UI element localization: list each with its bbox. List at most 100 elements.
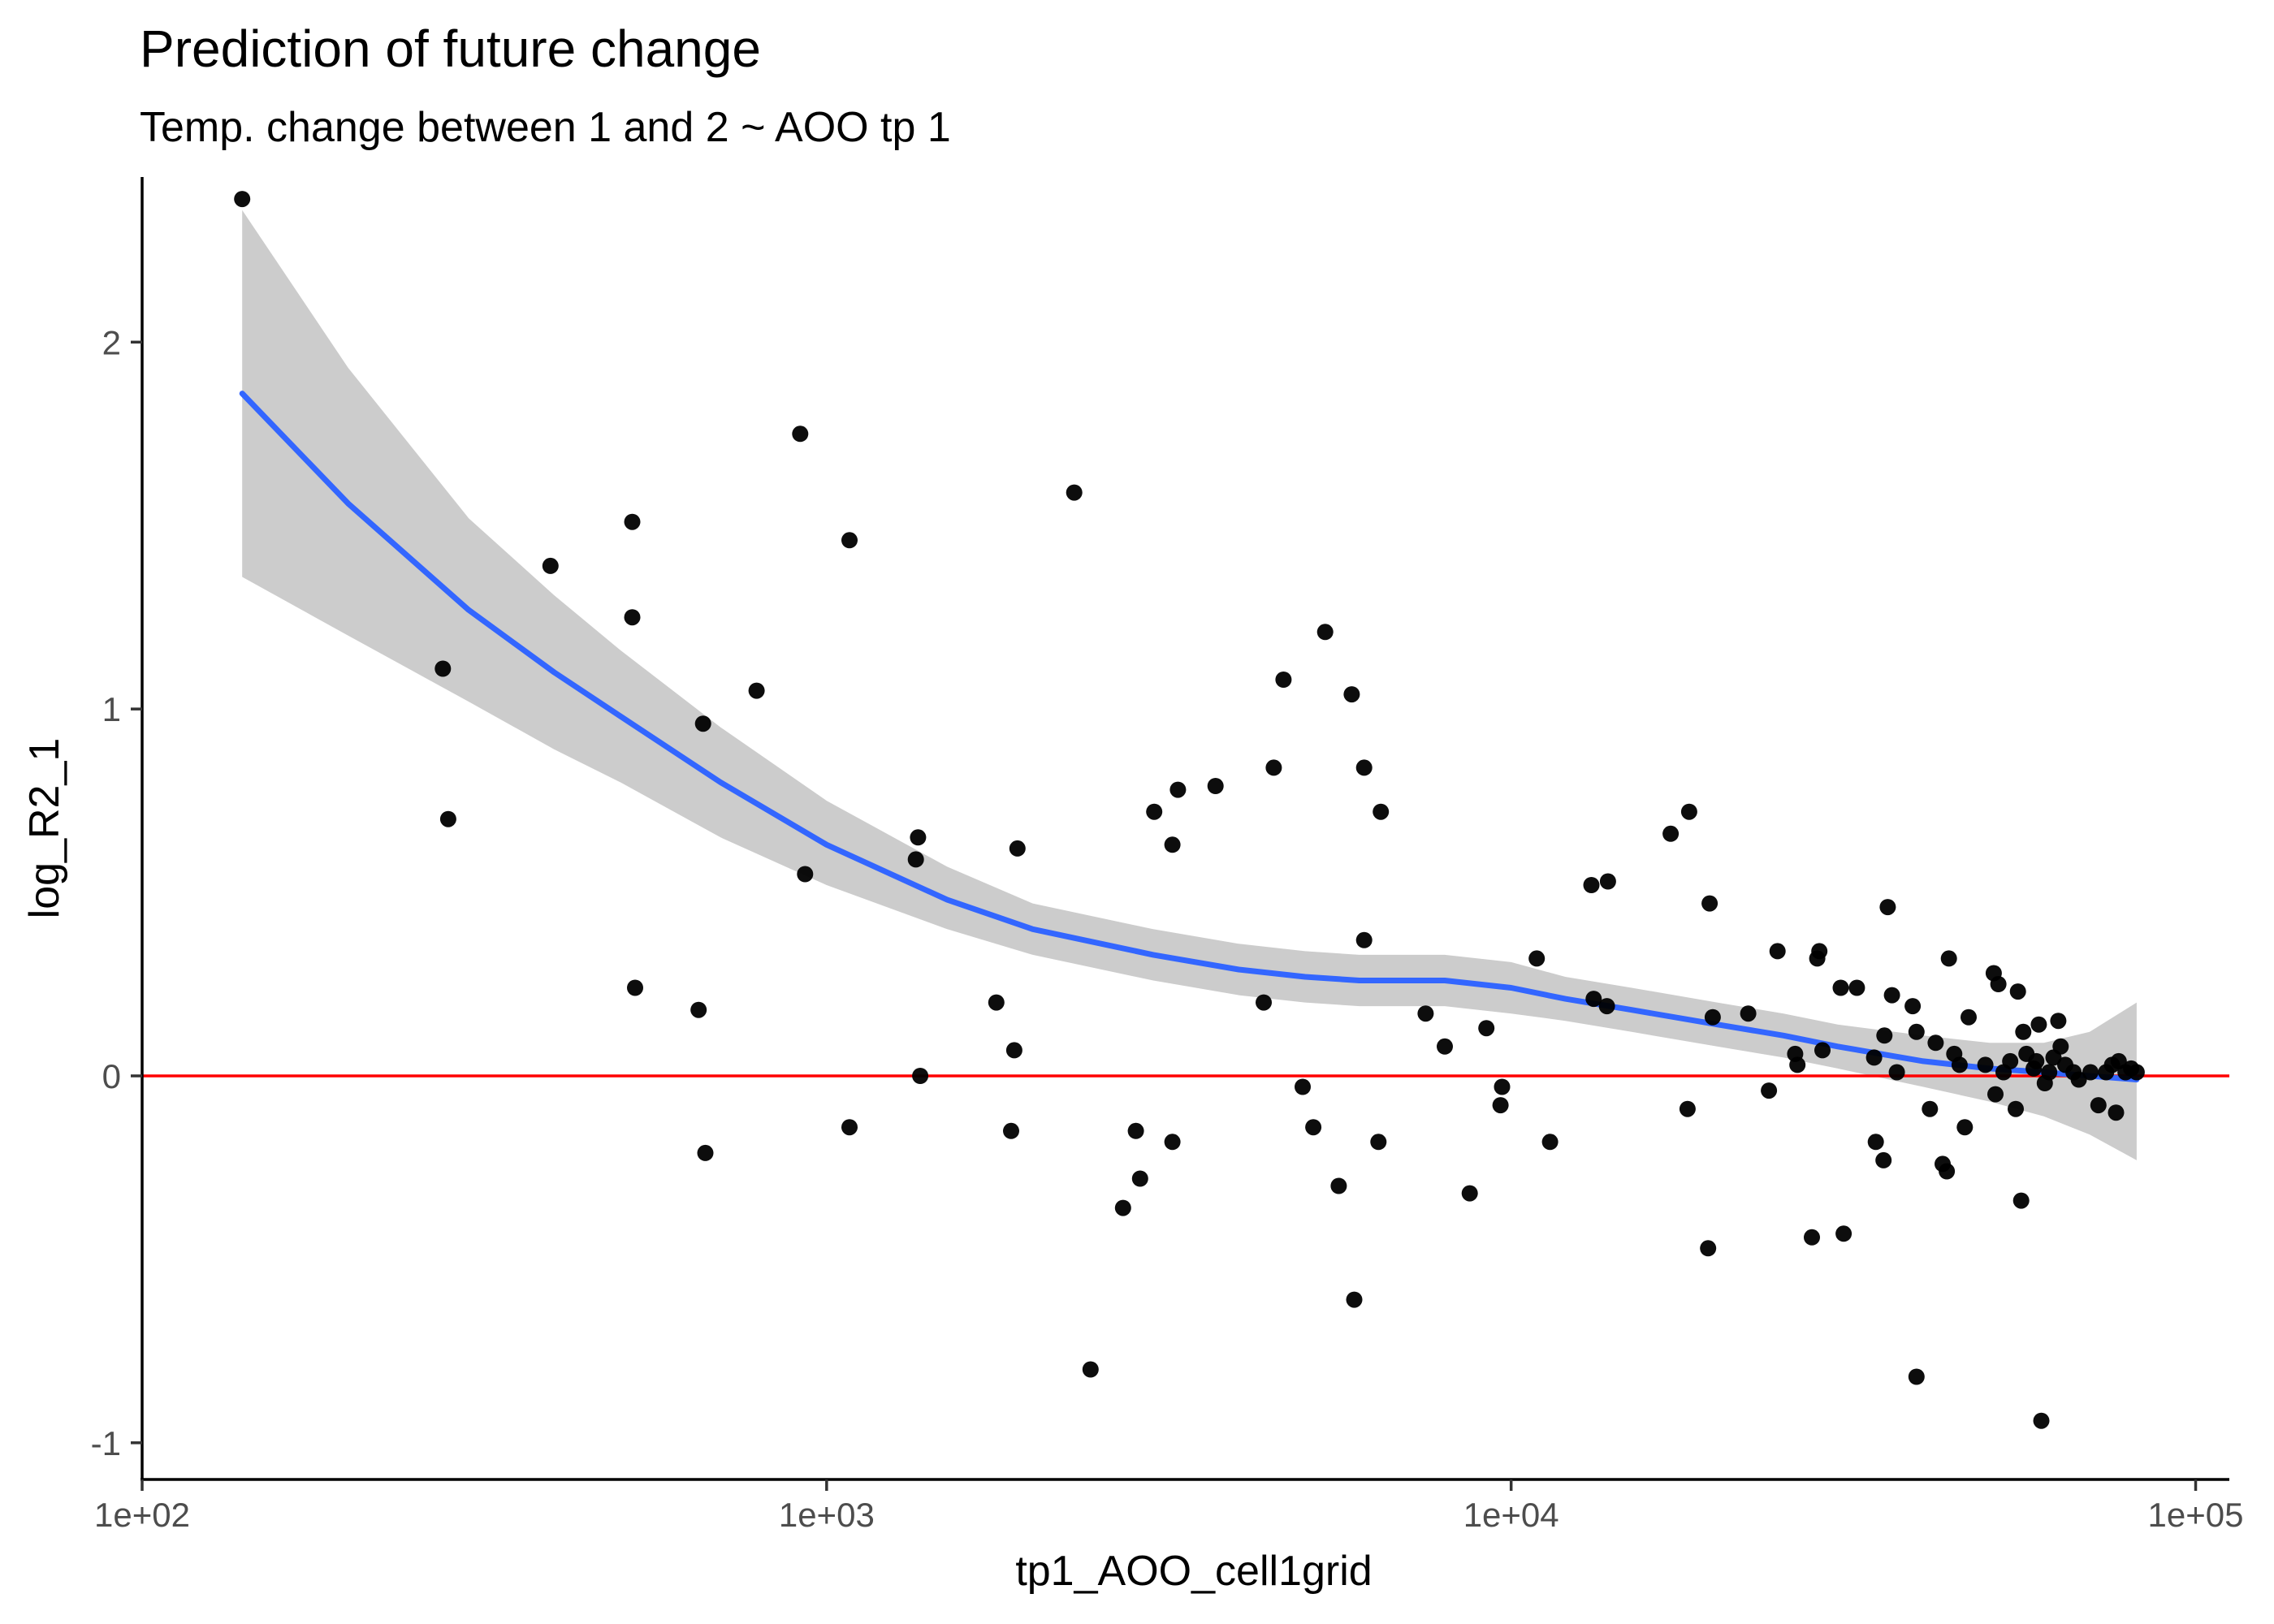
data-point bbox=[1114, 1199, 1131, 1216]
y-tick-label: -1 bbox=[91, 1424, 121, 1462]
chart-subtitle: Temp. change between 1 and 2 ~ AOO tp 1 bbox=[140, 104, 951, 151]
data-point bbox=[1904, 998, 1922, 1015]
confidence-band-layer bbox=[242, 209, 2137, 1160]
data-point bbox=[2108, 1104, 2125, 1121]
data-point bbox=[1492, 1097, 1509, 1114]
x-tick-label: 1e+05 bbox=[2148, 1496, 2244, 1534]
x-tick-label: 1e+02 bbox=[94, 1496, 190, 1534]
data-point bbox=[542, 557, 559, 574]
data-point bbox=[841, 1119, 858, 1136]
data-point bbox=[1789, 1056, 1806, 1073]
data-point bbox=[439, 810, 456, 827]
data-point bbox=[1848, 979, 1865, 996]
data-point bbox=[1346, 1291, 1363, 1308]
data-point bbox=[2082, 1064, 2099, 1081]
data-point bbox=[1598, 998, 1615, 1015]
data-point bbox=[1478, 1020, 1495, 1037]
data-point bbox=[627, 979, 643, 996]
data-point bbox=[912, 1068, 929, 1084]
data-point bbox=[1990, 976, 2007, 992]
data-point bbox=[1809, 950, 1826, 967]
data-point bbox=[1541, 1134, 1559, 1151]
data-point bbox=[1275, 672, 1292, 688]
data-point bbox=[1417, 1005, 1434, 1022]
data-point bbox=[1009, 840, 1026, 857]
data-point bbox=[1804, 1229, 1820, 1246]
y-tick-label: 1 bbox=[102, 690, 121, 728]
data-point bbox=[1908, 1023, 1925, 1040]
data-point bbox=[1127, 1122, 1144, 1139]
data-point bbox=[1761, 1082, 1778, 1099]
data-point bbox=[1987, 1086, 2004, 1103]
scatter-points-layer bbox=[234, 191, 2145, 1429]
data-point bbox=[1956, 1119, 1974, 1136]
data-point bbox=[1977, 1056, 1994, 1073]
data-point bbox=[1343, 686, 1360, 703]
data-point bbox=[1461, 1185, 1478, 1202]
data-point bbox=[1769, 943, 1786, 960]
data-point bbox=[1316, 624, 1334, 641]
data-point bbox=[2050, 1013, 2067, 1030]
data-point bbox=[2128, 1064, 2145, 1081]
data-point bbox=[1814, 1042, 1831, 1059]
data-point bbox=[1005, 1042, 1022, 1059]
data-point bbox=[2008, 1100, 2024, 1117]
data-point bbox=[1528, 950, 1546, 967]
data-point bbox=[1908, 1368, 1925, 1385]
data-point bbox=[1679, 1100, 1696, 1117]
data-point bbox=[2002, 1052, 2019, 1069]
data-point bbox=[1599, 873, 1616, 890]
confidence-band bbox=[242, 209, 2137, 1160]
data-point bbox=[2033, 1412, 2050, 1429]
data-point bbox=[1867, 1134, 1884, 1151]
x-axis-title: tp1_AOO_cell1grid bbox=[1015, 1548, 1372, 1595]
data-point bbox=[907, 851, 924, 868]
data-point bbox=[1879, 899, 1896, 916]
data-point bbox=[1680, 803, 1697, 820]
x-axis-ticks: 1e+02 1e+03 1e+04 1e+05 bbox=[94, 1479, 2244, 1534]
data-point bbox=[1373, 803, 1390, 820]
data-point bbox=[1585, 991, 1602, 1008]
data-point bbox=[1494, 1078, 1511, 1095]
data-point bbox=[2090, 1097, 2107, 1114]
data-point bbox=[2009, 983, 2026, 1000]
data-point bbox=[1082, 1361, 1099, 1378]
data-point bbox=[1940, 950, 1957, 967]
y-axis-ticks: -1 0 1 2 bbox=[91, 323, 142, 1462]
y-axis-title: log_R2_1 bbox=[21, 738, 68, 919]
data-point bbox=[1700, 1240, 1717, 1257]
data-point bbox=[1131, 1170, 1148, 1187]
x-tick-label: 1e+03 bbox=[779, 1496, 875, 1534]
chart-title: Prediction of future change bbox=[140, 19, 761, 78]
data-point bbox=[1003, 1122, 1019, 1139]
data-point bbox=[2041, 1064, 2058, 1081]
data-point bbox=[2012, 1192, 2030, 1209]
data-point bbox=[1701, 895, 1718, 912]
data-point bbox=[1888, 1064, 1905, 1081]
data-point bbox=[2052, 1038, 2069, 1055]
data-point bbox=[1583, 877, 1600, 893]
data-point bbox=[1939, 1163, 1956, 1180]
y-tick-label: 0 bbox=[102, 1057, 121, 1095]
data-point bbox=[1875, 1151, 1892, 1168]
data-point bbox=[1835, 1225, 1852, 1242]
data-point bbox=[1305, 1119, 1322, 1136]
data-point bbox=[2015, 1023, 2032, 1040]
data-point bbox=[1164, 1134, 1181, 1151]
data-point bbox=[1355, 759, 1373, 776]
data-point bbox=[910, 829, 927, 846]
smooth-line-layer bbox=[239, 391, 2140, 1082]
data-point bbox=[1951, 1056, 1968, 1073]
smooth-trend-line bbox=[239, 391, 2140, 1082]
data-point bbox=[1922, 1100, 1939, 1117]
data-point bbox=[1169, 781, 1187, 798]
data-point bbox=[434, 660, 452, 677]
data-point bbox=[1164, 836, 1181, 853]
data-point bbox=[234, 191, 251, 208]
data-point bbox=[1066, 484, 1083, 501]
data-point bbox=[1662, 825, 1680, 842]
data-point bbox=[694, 715, 711, 732]
data-point bbox=[624, 513, 641, 530]
data-point bbox=[841, 532, 858, 549]
